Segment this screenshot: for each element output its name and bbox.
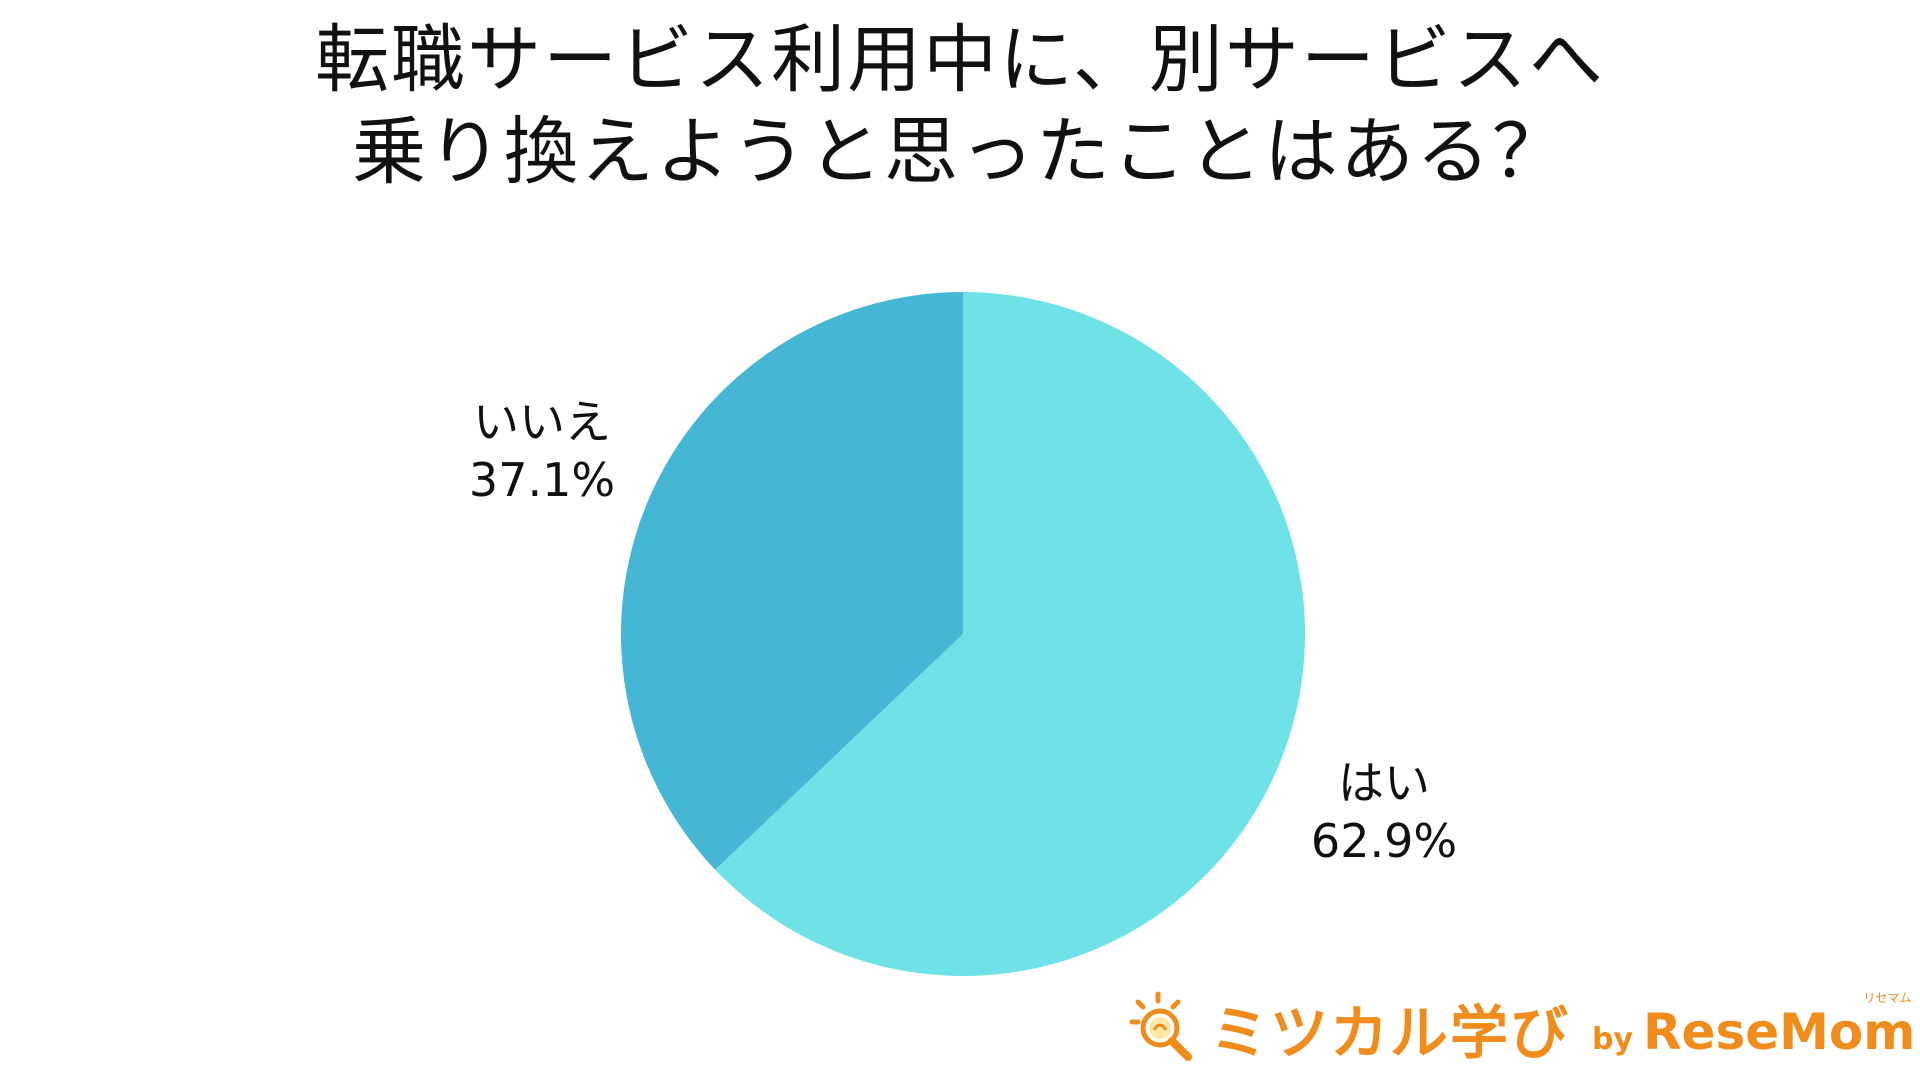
magnifier-lightbulb-icon — [1129, 991, 1192, 1061]
slice-label-hai-value: 62.9% — [1310, 814, 1458, 868]
logo-by-text: by — [1592, 1021, 1634, 1057]
logo-brand: リセマム ReseMom — [1643, 991, 1916, 1061]
logo-brand-ruby: リセマム — [1863, 991, 1912, 1005]
chart-title: 転職サービス利用中に、別サービスへ 乗り換えようと思ったことはある？ — [0, 14, 1920, 198]
slice-label-hai-name: はい — [1338, 756, 1430, 810]
pie-slice-hai — [715, 292, 1305, 976]
chart-title-line-2: 乗り換えようと思ったことはある？ — [352, 109, 1568, 195]
logo-brand-text: ReseMom — [1643, 1003, 1916, 1061]
slice-label-iie-name: いいえ — [473, 395, 611, 449]
brand-logo: ミツカル学び by リセマム ReseMom — [1128, 990, 1915, 1067]
chart-title-line-1: 転職サービス利用中に、別サービスへ — [315, 17, 1605, 103]
pie-slice-iie — [620, 292, 963, 870]
logo-main-text: ミツカル学び — [1210, 999, 1571, 1067]
slice-label-hai: はい 62.9% — [1254, 754, 1514, 870]
slice-label-iie-value: 37.1% — [468, 453, 616, 507]
slice-label-iie: いいえ 37.1% — [412, 393, 672, 509]
